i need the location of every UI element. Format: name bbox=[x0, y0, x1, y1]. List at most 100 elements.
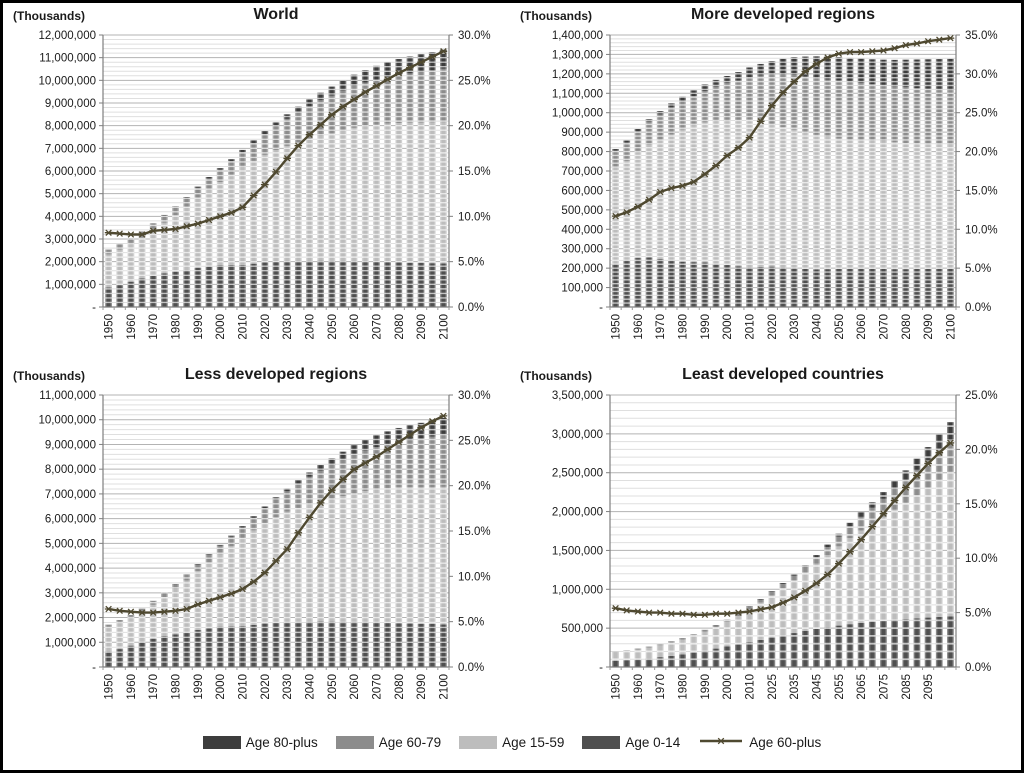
svg-text:1980: 1980 bbox=[171, 314, 183, 340]
legend-swatch-age-0-14 bbox=[582, 735, 621, 749]
svg-text:25.0%: 25.0% bbox=[458, 75, 491, 87]
svg-text:2035: 2035 bbox=[789, 674, 801, 700]
svg-text:2020: 2020 bbox=[767, 314, 779, 340]
legend-swatch-age-15-59 bbox=[459, 735, 498, 749]
svg-text:2010: 2010 bbox=[745, 674, 757, 700]
svg-text:2050: 2050 bbox=[834, 314, 846, 340]
svg-text:2040: 2040 bbox=[305, 314, 317, 340]
svg-text:0.0%: 0.0% bbox=[458, 662, 484, 674]
svg-text:2,000,000: 2,000,000 bbox=[45, 257, 96, 269]
legend-label-age-60-79: Age 60-79 bbox=[378, 734, 442, 750]
svg-text:1,300,000: 1,300,000 bbox=[552, 49, 603, 61]
svg-text:1950: 1950 bbox=[611, 314, 623, 340]
svg-text:0.0%: 0.0% bbox=[458, 302, 484, 314]
left-axis-units-label: (Thousands) bbox=[520, 9, 592, 23]
svg-text:20.0%: 20.0% bbox=[458, 121, 491, 133]
svg-text:5.0%: 5.0% bbox=[965, 263, 991, 275]
chart-panel-least-developed: (Thousands) Least developed countries - 5… bbox=[514, 365, 1020, 725]
svg-text:25.0%: 25.0% bbox=[965, 390, 998, 402]
left-axis-units-label: (Thousands) bbox=[520, 369, 592, 383]
svg-text:4,000,000: 4,000,000 bbox=[45, 211, 96, 223]
svg-text:2,500,000: 2,500,000 bbox=[552, 468, 603, 480]
svg-text:5,000,000: 5,000,000 bbox=[45, 538, 96, 550]
svg-text:1970: 1970 bbox=[148, 314, 160, 340]
svg-text:5,000,000: 5,000,000 bbox=[45, 189, 96, 201]
svg-text:15.0%: 15.0% bbox=[965, 499, 998, 511]
svg-text:25.0%: 25.0% bbox=[458, 435, 491, 447]
svg-text:2060: 2060 bbox=[349, 314, 361, 340]
chart-panel-more-developed: (Thousands) More developed regions - 100,… bbox=[514, 5, 1020, 365]
svg-text:0.0%: 0.0% bbox=[965, 302, 991, 314]
svg-text:15.0%: 15.0% bbox=[965, 185, 998, 197]
legend-item-age-80-plus: Age 80-plus bbox=[202, 735, 318, 750]
svg-text:30.0%: 30.0% bbox=[458, 30, 491, 42]
legend-item-age-0-14: Age 0-14 bbox=[582, 735, 680, 750]
svg-text:35.0%: 35.0% bbox=[965, 30, 998, 42]
svg-text:1990: 1990 bbox=[193, 314, 205, 340]
svg-text:6,000,000: 6,000,000 bbox=[45, 166, 96, 178]
svg-text:10.0%: 10.0% bbox=[458, 571, 491, 583]
svg-text:1990: 1990 bbox=[700, 314, 712, 340]
legend-label-age-15-59: Age 15-59 bbox=[502, 734, 565, 750]
svg-text:2000: 2000 bbox=[722, 674, 734, 700]
svg-text:30.0%: 30.0% bbox=[965, 69, 998, 81]
svg-text:-: - bbox=[92, 662, 96, 674]
svg-text:12,000,000: 12,000,000 bbox=[38, 30, 96, 42]
svg-text:2050: 2050 bbox=[327, 674, 339, 700]
chart-svg-least-developed-countries: - 500,000 1,000,000 1,500,000 2,000,000 2,500… bbox=[552, 390, 998, 700]
legend-line-marker-age-60-plus bbox=[698, 734, 744, 751]
svg-text:20.0%: 20.0% bbox=[965, 444, 998, 456]
svg-text:6,000,000: 6,000,000 bbox=[45, 514, 96, 526]
legend: Age 80-plus Age 60-79 Age 15-59 Age 0-14 Age… bbox=[3, 722, 1021, 762]
chart-svg-less-developed-regions: - 1,000,000 2,000,000 3,000,000 4,000,000 5,0… bbox=[38, 390, 491, 700]
svg-text:2080: 2080 bbox=[901, 314, 913, 340]
left-axis-units-label: (Thousands) bbox=[13, 369, 85, 383]
svg-text:10.0%: 10.0% bbox=[965, 553, 998, 565]
svg-text:9,000,000: 9,000,000 bbox=[45, 98, 96, 110]
svg-text:2010: 2010 bbox=[745, 314, 757, 340]
svg-text:2,000,000: 2,000,000 bbox=[552, 507, 603, 519]
svg-text:1980: 1980 bbox=[678, 674, 690, 700]
svg-text:1970: 1970 bbox=[655, 674, 667, 700]
svg-text:-: - bbox=[599, 302, 603, 314]
chart-grid: (Thousands) World - 1,000,000 2,000,000 3,0… bbox=[3, 3, 1021, 725]
svg-text:2085: 2085 bbox=[901, 674, 913, 700]
svg-text:3,000,000: 3,000,000 bbox=[552, 429, 603, 441]
svg-text:2060: 2060 bbox=[349, 674, 361, 700]
chart-canvas-less-developed: - 1,000,000 2,000,000 3,000,000 4,000,000 5,0… bbox=[9, 389, 511, 728]
svg-text:9,000,000: 9,000,000 bbox=[45, 439, 96, 451]
chart-canvas-world: - 1,000,000 2,000,000 3,000,000 4,000,000 5,0… bbox=[9, 29, 511, 368]
svg-text:3,000,000: 3,000,000 bbox=[45, 234, 96, 246]
svg-text:1950: 1950 bbox=[104, 314, 116, 340]
svg-text:20.0%: 20.0% bbox=[458, 481, 491, 493]
svg-text:2095: 2095 bbox=[923, 674, 935, 700]
svg-text:1950: 1950 bbox=[611, 674, 623, 700]
svg-text:4,000,000: 4,000,000 bbox=[45, 563, 96, 575]
svg-text:1990: 1990 bbox=[700, 674, 712, 700]
chart-svg-world: - 1,000,000 2,000,000 3,000,000 4,000,000 5,0… bbox=[38, 30, 491, 340]
svg-text:2080: 2080 bbox=[394, 314, 406, 340]
svg-text:2030: 2030 bbox=[789, 314, 801, 340]
svg-text:10.0%: 10.0% bbox=[458, 211, 491, 223]
svg-text:2050: 2050 bbox=[327, 314, 339, 340]
svg-text:15.0%: 15.0% bbox=[458, 166, 491, 178]
chart-canvas-more-developed: - 100,000 200,000 300,000 400,000 500,000 600,… bbox=[516, 29, 1018, 368]
chart-title-more-developed: More developed regions bbox=[690, 6, 876, 23]
svg-text:2040: 2040 bbox=[305, 674, 317, 700]
svg-text:11,000,000: 11,000,000 bbox=[39, 390, 96, 402]
svg-text:100,000: 100,000 bbox=[561, 283, 603, 295]
svg-text:600,000: 600,000 bbox=[561, 185, 603, 197]
svg-text:1,200,000: 1,200,000 bbox=[552, 69, 603, 81]
svg-text:500,000: 500,000 bbox=[561, 623, 603, 635]
svg-text:2100: 2100 bbox=[945, 314, 957, 340]
chart-panel-world: (Thousands) World - 1,000,000 2,000,000 3,0… bbox=[7, 5, 513, 365]
left-axis-units-label: (Thousands) bbox=[13, 9, 85, 23]
svg-text:2070: 2070 bbox=[372, 674, 384, 700]
svg-text:2060: 2060 bbox=[856, 314, 868, 340]
svg-text:400,000: 400,000 bbox=[561, 224, 603, 236]
svg-text:700,000: 700,000 bbox=[561, 166, 603, 178]
svg-text:1,000,000: 1,000,000 bbox=[552, 108, 603, 120]
svg-text:200,000: 200,000 bbox=[561, 263, 603, 275]
svg-text:2090: 2090 bbox=[416, 314, 428, 340]
